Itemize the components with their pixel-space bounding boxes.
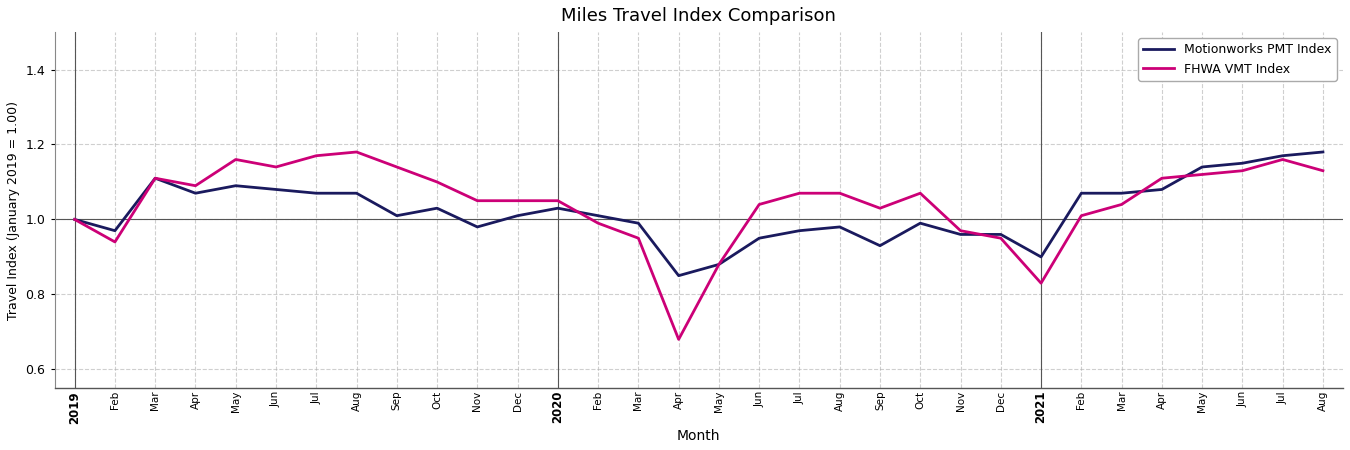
FHWA VMT Index xyxy=(1274,157,1291,162)
FHWA VMT Index xyxy=(107,239,123,245)
FHWA VMT Index xyxy=(711,262,728,267)
Motionworks PMT Index xyxy=(992,232,1008,237)
Motionworks PMT Index xyxy=(188,190,204,196)
Y-axis label: Travel Index (January 2019 = 1.00): Travel Index (January 2019 = 1.00) xyxy=(7,101,20,320)
FHWA VMT Index xyxy=(832,190,848,196)
FHWA VMT Index xyxy=(791,190,807,196)
Title: Miles Travel Index Comparison: Miles Travel Index Comparison xyxy=(562,7,836,25)
Motionworks PMT Index xyxy=(1234,161,1250,166)
FHWA VMT Index xyxy=(952,228,968,234)
FHWA VMT Index xyxy=(590,220,606,226)
Motionworks PMT Index xyxy=(1193,164,1210,170)
Line: Motionworks PMT Index: Motionworks PMT Index xyxy=(74,152,1323,276)
FHWA VMT Index xyxy=(549,198,566,203)
Legend: Motionworks PMT Index, FHWA VMT Index: Motionworks PMT Index, FHWA VMT Index xyxy=(1138,38,1336,81)
FHWA VMT Index xyxy=(1234,168,1250,173)
FHWA VMT Index xyxy=(228,157,244,162)
Motionworks PMT Index xyxy=(228,183,244,189)
Motionworks PMT Index xyxy=(1114,190,1130,196)
Motionworks PMT Index xyxy=(549,206,566,211)
Motionworks PMT Index xyxy=(1274,153,1291,158)
FHWA VMT Index xyxy=(751,202,767,207)
Motionworks PMT Index xyxy=(913,220,929,226)
Motionworks PMT Index xyxy=(107,228,123,234)
FHWA VMT Index xyxy=(509,198,525,203)
Motionworks PMT Index xyxy=(348,190,364,196)
Motionworks PMT Index xyxy=(590,213,606,218)
FHWA VMT Index xyxy=(267,164,284,170)
FHWA VMT Index xyxy=(147,176,163,181)
FHWA VMT Index xyxy=(188,183,204,189)
FHWA VMT Index xyxy=(1154,176,1170,181)
Motionworks PMT Index xyxy=(791,228,807,234)
FHWA VMT Index xyxy=(308,153,324,158)
Motionworks PMT Index xyxy=(429,206,446,211)
FHWA VMT Index xyxy=(389,164,405,170)
Motionworks PMT Index xyxy=(630,220,647,226)
Line: FHWA VMT Index: FHWA VMT Index xyxy=(74,152,1323,339)
FHWA VMT Index xyxy=(1114,202,1130,207)
Motionworks PMT Index xyxy=(389,213,405,218)
FHWA VMT Index xyxy=(671,337,687,342)
FHWA VMT Index xyxy=(66,217,82,222)
Motionworks PMT Index xyxy=(711,262,728,267)
Motionworks PMT Index xyxy=(832,224,848,230)
FHWA VMT Index xyxy=(630,235,647,241)
Motionworks PMT Index xyxy=(509,213,525,218)
Motionworks PMT Index xyxy=(671,273,687,279)
FHWA VMT Index xyxy=(872,206,888,211)
Motionworks PMT Index xyxy=(470,224,486,230)
FHWA VMT Index xyxy=(470,198,486,203)
FHWA VMT Index xyxy=(1315,168,1331,173)
Motionworks PMT Index xyxy=(267,187,284,192)
Motionworks PMT Index xyxy=(66,217,82,222)
X-axis label: Month: Month xyxy=(678,429,721,443)
Motionworks PMT Index xyxy=(872,243,888,248)
Motionworks PMT Index xyxy=(1315,149,1331,155)
Motionworks PMT Index xyxy=(147,176,163,181)
FHWA VMT Index xyxy=(1073,213,1089,218)
FHWA VMT Index xyxy=(1193,172,1210,177)
FHWA VMT Index xyxy=(429,179,446,184)
FHWA VMT Index xyxy=(348,149,364,155)
Motionworks PMT Index xyxy=(952,232,968,237)
Motionworks PMT Index xyxy=(1033,254,1049,260)
Motionworks PMT Index xyxy=(308,190,324,196)
Motionworks PMT Index xyxy=(1154,187,1170,192)
Motionworks PMT Index xyxy=(1073,190,1089,196)
FHWA VMT Index xyxy=(913,190,929,196)
FHWA VMT Index xyxy=(1033,280,1049,286)
Motionworks PMT Index xyxy=(751,235,767,241)
FHWA VMT Index xyxy=(992,235,1008,241)
